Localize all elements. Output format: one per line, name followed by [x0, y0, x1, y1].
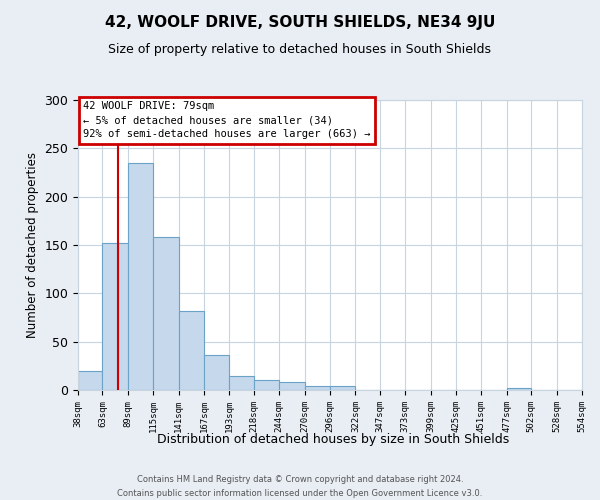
Bar	[582, 388, 600, 390]
Bar	[254, 380, 279, 390]
Bar	[179, 310, 204, 390]
Bar	[204, 355, 229, 390]
Bar	[279, 382, 305, 390]
Text: Size of property relative to detached houses in South Shields: Size of property relative to detached ho…	[109, 42, 491, 56]
Bar	[507, 388, 531, 390]
Bar	[153, 238, 179, 390]
Text: Distribution of detached houses by size in South Shields: Distribution of detached houses by size …	[157, 432, 509, 446]
Bar	[78, 370, 103, 390]
Text: 42 WOOLF DRIVE: 79sqm
← 5% of detached houses are smaller (34)
92% of semi-detac: 42 WOOLF DRIVE: 79sqm ← 5% of detached h…	[83, 102, 371, 140]
Bar	[330, 386, 355, 390]
Bar	[103, 243, 128, 390]
Y-axis label: Number of detached properties: Number of detached properties	[26, 152, 39, 338]
Bar	[229, 376, 254, 390]
Text: Contains HM Land Registry data © Crown copyright and database right 2024.
Contai: Contains HM Land Registry data © Crown c…	[118, 476, 482, 498]
Text: 42, WOOLF DRIVE, SOUTH SHIELDS, NE34 9JU: 42, WOOLF DRIVE, SOUTH SHIELDS, NE34 9JU	[105, 15, 495, 30]
Bar	[305, 386, 330, 390]
Bar	[128, 163, 153, 390]
